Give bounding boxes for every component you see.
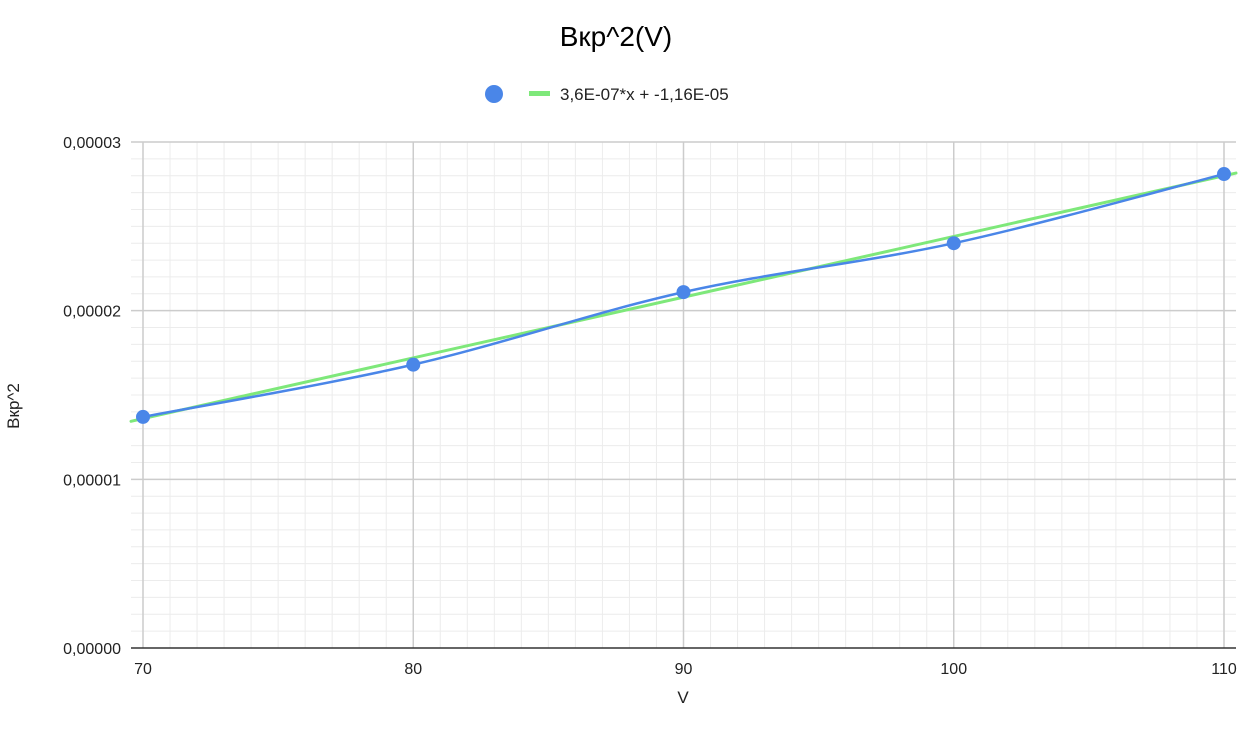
y-tick-label: 0,00002 — [63, 304, 121, 321]
major-gridlines — [131, 141, 1236, 649]
legend-marker-points — [485, 85, 503, 103]
chart-title: Вкр^2(V) — [560, 21, 673, 52]
y-tick-label: 0,00000 — [63, 641, 121, 658]
data-point — [136, 409, 150, 424]
x-tick-label: 90 — [675, 661, 693, 678]
x-tick-label: 70 — [134, 661, 152, 678]
data-point — [676, 285, 691, 300]
y-tick-label: 0,00003 — [63, 135, 121, 152]
x-tick-label: 100 — [940, 661, 967, 678]
tick-labels: 70 80 90 100 110 0,00000 0,00001 0,00002 0,00003 — [63, 135, 1237, 678]
x-axis-label: V — [677, 688, 689, 707]
y-tick-label: 0,00001 — [63, 472, 121, 489]
x-tick-label: 80 — [404, 661, 422, 678]
legend-marker-trendline — [529, 91, 550, 96]
series-layer — [129, 167, 1238, 424]
data-point — [946, 236, 961, 251]
data-point — [1217, 167, 1231, 182]
data-point — [406, 357, 421, 372]
y-axis-label: Вкр^2 — [4, 383, 23, 429]
legend: 3,6E-07*x + -1,16E-05 — [485, 85, 729, 104]
legend-label-trendline: 3,6E-07*x + -1,16E-05 — [560, 85, 729, 104]
x-tick-label: 110 — [1211, 661, 1237, 678]
